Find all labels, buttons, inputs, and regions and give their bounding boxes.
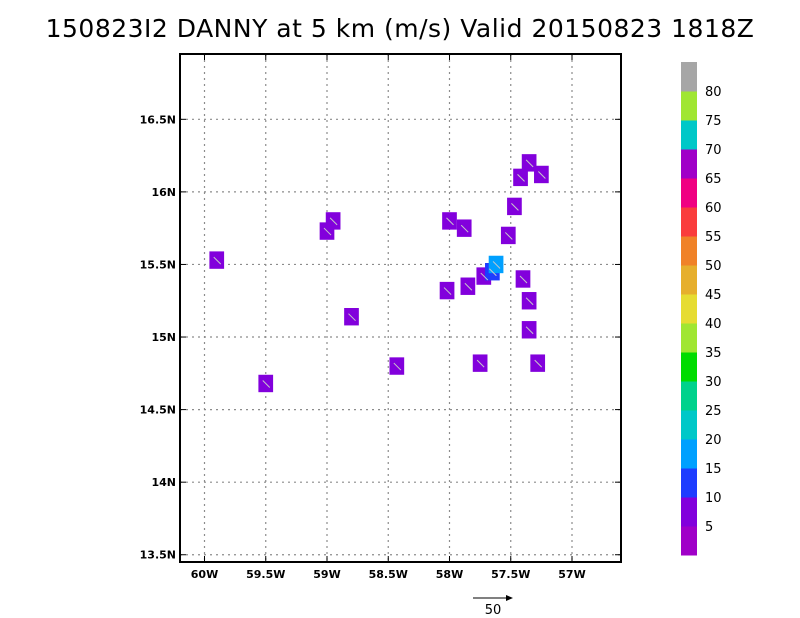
wind-vector xyxy=(480,272,489,281)
colorbar-segment xyxy=(681,526,697,556)
colorbar-segment xyxy=(681,410,697,440)
grid-lines xyxy=(180,54,621,562)
colorbar-label: 20 xyxy=(705,433,722,448)
colorbar-label: 60 xyxy=(705,201,722,216)
colorbar-label: 50 xyxy=(705,259,722,274)
reference-vector: 50 xyxy=(473,595,513,618)
x-tick-label: 58W xyxy=(436,568,463,581)
wind-vector xyxy=(262,380,271,388)
colorbar-segment xyxy=(681,439,697,469)
colorbar-segment xyxy=(681,468,697,498)
x-tick-label: 60W xyxy=(191,568,218,581)
wind-vector xyxy=(519,275,528,284)
wind-vector xyxy=(446,217,454,226)
colorbar-segment xyxy=(681,352,697,382)
colorbar-segment xyxy=(681,323,697,353)
colorbar-segment xyxy=(681,91,697,121)
colorbar-label: 75 xyxy=(705,114,722,129)
colorbar-segment xyxy=(681,236,697,266)
wind-vector xyxy=(525,159,534,168)
wind-vector xyxy=(504,232,513,240)
y-tick-label: 14.5N xyxy=(140,404,176,417)
x-tick-label: 59W xyxy=(313,568,340,581)
x-tick-label: 57W xyxy=(558,568,585,581)
y-tick-label: 13.5N xyxy=(140,549,176,562)
x-tick-label: 59.5W xyxy=(246,568,285,581)
wind-vector xyxy=(464,282,473,291)
wind-vector xyxy=(323,227,332,236)
colorbar-label: 5 xyxy=(705,520,713,535)
wind-vector xyxy=(329,217,338,226)
colorbar-segment xyxy=(681,120,697,150)
colorbar-segment xyxy=(681,265,697,295)
colorbar-label: 15 xyxy=(705,462,722,477)
wind-vector xyxy=(538,171,546,179)
y-tick-label: 16N xyxy=(151,186,176,199)
colorbar-segment xyxy=(681,178,697,208)
colorbar-label: 80 xyxy=(705,85,722,100)
wind-vector xyxy=(443,287,452,295)
wind-vector xyxy=(525,297,534,306)
wind-vectors xyxy=(213,159,546,388)
wind-vector xyxy=(460,224,469,233)
colorbar-label: 55 xyxy=(705,230,722,245)
wind-vector xyxy=(525,326,534,335)
colorbar-label: 30 xyxy=(705,375,722,390)
wind-vector xyxy=(517,174,525,182)
y-axis-ticks: 13.5N 14N 14.5N 15N 15.5N 16N 16.5N xyxy=(140,113,621,562)
wind-vector xyxy=(492,261,501,269)
colorbar-label: 35 xyxy=(705,346,722,361)
wind-vector xyxy=(511,203,519,211)
colorbar-label: 45 xyxy=(705,288,722,303)
colorbar-label: 10 xyxy=(705,491,722,506)
chart-title: 150823I2 DANNY at 5 km (m/s) Valid 20150… xyxy=(45,14,755,43)
colorbar-label: 70 xyxy=(705,143,722,158)
colorbar-label: 40 xyxy=(705,317,722,332)
x-axis-ticks: 60W 59.5W 59W 58.5W 58W 57.5W 57W xyxy=(191,54,586,581)
colorbar-segment xyxy=(681,62,697,92)
y-tick-label: 16.5N xyxy=(140,113,176,126)
wind-vector xyxy=(348,313,356,322)
wind-cells xyxy=(209,154,549,393)
colorbar-label: 65 xyxy=(705,172,722,187)
wind-vector xyxy=(393,362,402,371)
reference-vector-label: 50 xyxy=(485,603,502,618)
colorbar-segment xyxy=(681,149,697,179)
colorbar-segment xyxy=(681,497,697,527)
x-tick-label: 58.5W xyxy=(369,568,408,581)
plot-frame xyxy=(179,53,622,563)
wind-vector xyxy=(534,359,543,368)
wind-vector xyxy=(213,256,222,265)
colorbar-label: 25 xyxy=(705,404,722,419)
y-tick-label: 14N xyxy=(151,476,176,489)
y-tick-label: 15N xyxy=(151,331,176,344)
colorbar: 5 10 15 20 25 30 35 40 45 50 55 60 65 70 75 80 xyxy=(681,62,722,556)
wind-vector xyxy=(476,359,485,368)
y-tick-label: 15.5N xyxy=(140,258,176,271)
wind-vector xyxy=(489,268,497,277)
colorbar-segment xyxy=(681,381,697,411)
colorbar-segment xyxy=(681,207,697,237)
x-tick-label: 57.5W xyxy=(491,568,530,581)
colorbar-segment xyxy=(681,294,697,324)
reference-arrow-head xyxy=(506,595,513,601)
